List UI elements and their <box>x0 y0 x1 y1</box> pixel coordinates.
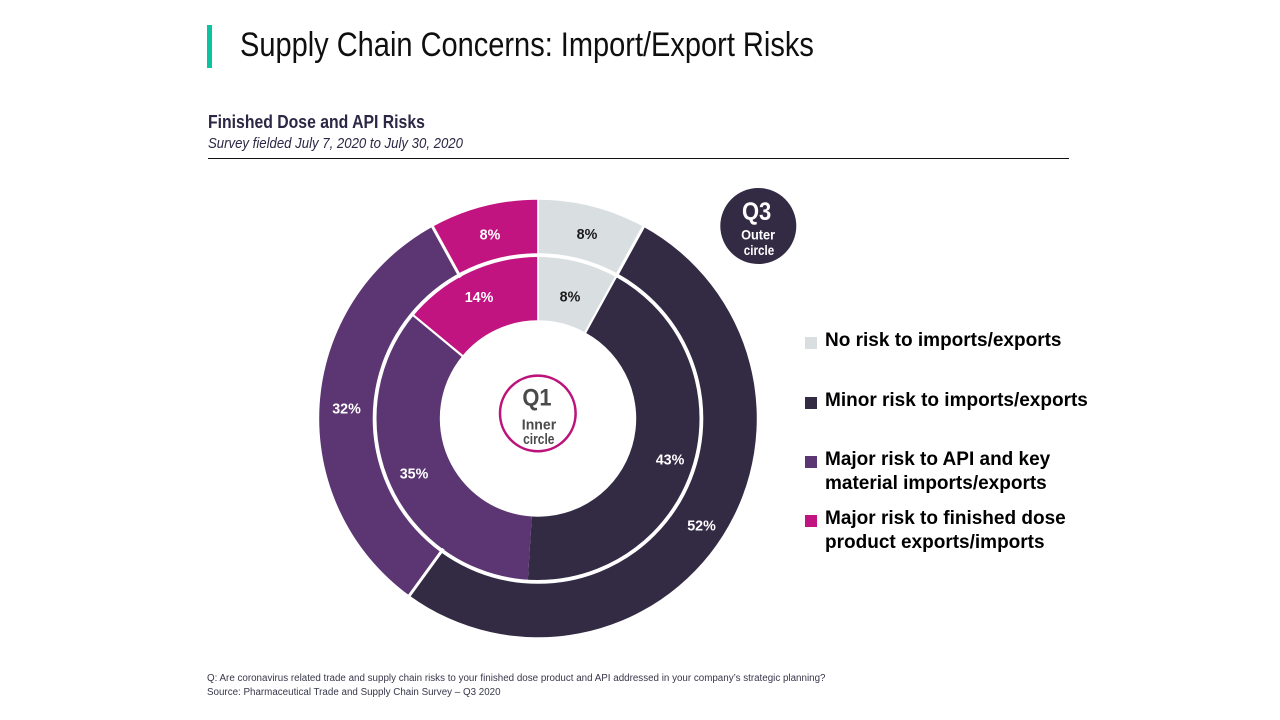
svg-text:circle: circle <box>744 242 775 258</box>
svg-text:43%: 43% <box>656 453 685 469</box>
svg-text:8%: 8% <box>480 228 501 244</box>
svg-text:32%: 32% <box>332 402 361 418</box>
svg-text:Inner: Inner <box>522 416 557 433</box>
svg-text:Q1: Q1 <box>522 384 551 411</box>
svg-text:8%: 8% <box>577 227 598 243</box>
svg-text:14%: 14% <box>465 290 494 306</box>
svg-text:Outer: Outer <box>741 227 775 243</box>
svg-text:52%: 52% <box>687 519 716 535</box>
svg-text:35%: 35% <box>400 467 429 483</box>
svg-text:Q3: Q3 <box>742 198 771 226</box>
svg-text:circle: circle <box>523 431 554 448</box>
svg-text:8%: 8% <box>560 290 581 306</box>
